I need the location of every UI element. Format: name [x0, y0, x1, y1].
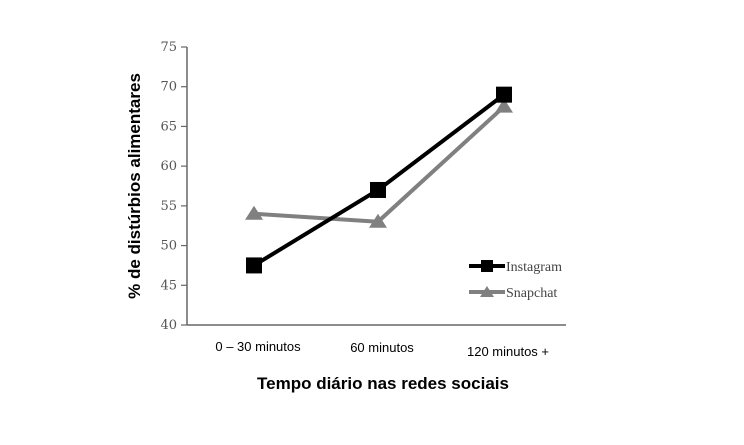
x-axis-ticks: 0 – 30 minutos 60 minutos 120 minutos + [215, 339, 549, 359]
y-tick-label: 50 [160, 239, 177, 254]
y-tick-label: 45 [160, 278, 177, 293]
legend-marker-snapchat [480, 286, 494, 297]
legend-label-snapchat: Snapchat [506, 286, 557, 301]
legend-label-instagram: Instagram [506, 260, 562, 275]
series-group [245, 86, 513, 274]
x-axis-title: Tempo diário nas redes sociais [257, 374, 509, 393]
y-axis-ticks: 40 45 50 55 60 65 70 75 [160, 40, 187, 333]
x-tick-label: 60 minutos [350, 340, 414, 355]
y-tick-label: 70 [160, 80, 177, 95]
y-axis-title: % de distúrbios alimentares [125, 73, 144, 299]
data-point-instagram [496, 86, 512, 103]
x-tick-label: 120 minutos + [467, 344, 549, 359]
series-line-instagram [252, 93, 506, 268]
y-tick-label: 40 [160, 318, 177, 333]
data-point-instagram [246, 257, 262, 274]
data-point-snapchat [495, 98, 513, 113]
data-point-snapchat [369, 213, 387, 228]
chart-axes [186, 47, 566, 326]
legend: Instagram Snapchat [469, 260, 562, 301]
y-tick-label: 75 [160, 40, 177, 55]
data-point-snapchat [245, 205, 263, 220]
data-point-instagram [370, 181, 386, 198]
y-tick-label: 60 [160, 159, 177, 174]
x-tick-label: 0 – 30 minutos [215, 339, 301, 354]
legend-marker-instagram [481, 260, 493, 272]
y-tick-label: 55 [160, 199, 177, 214]
y-tick-label: 65 [160, 119, 177, 134]
